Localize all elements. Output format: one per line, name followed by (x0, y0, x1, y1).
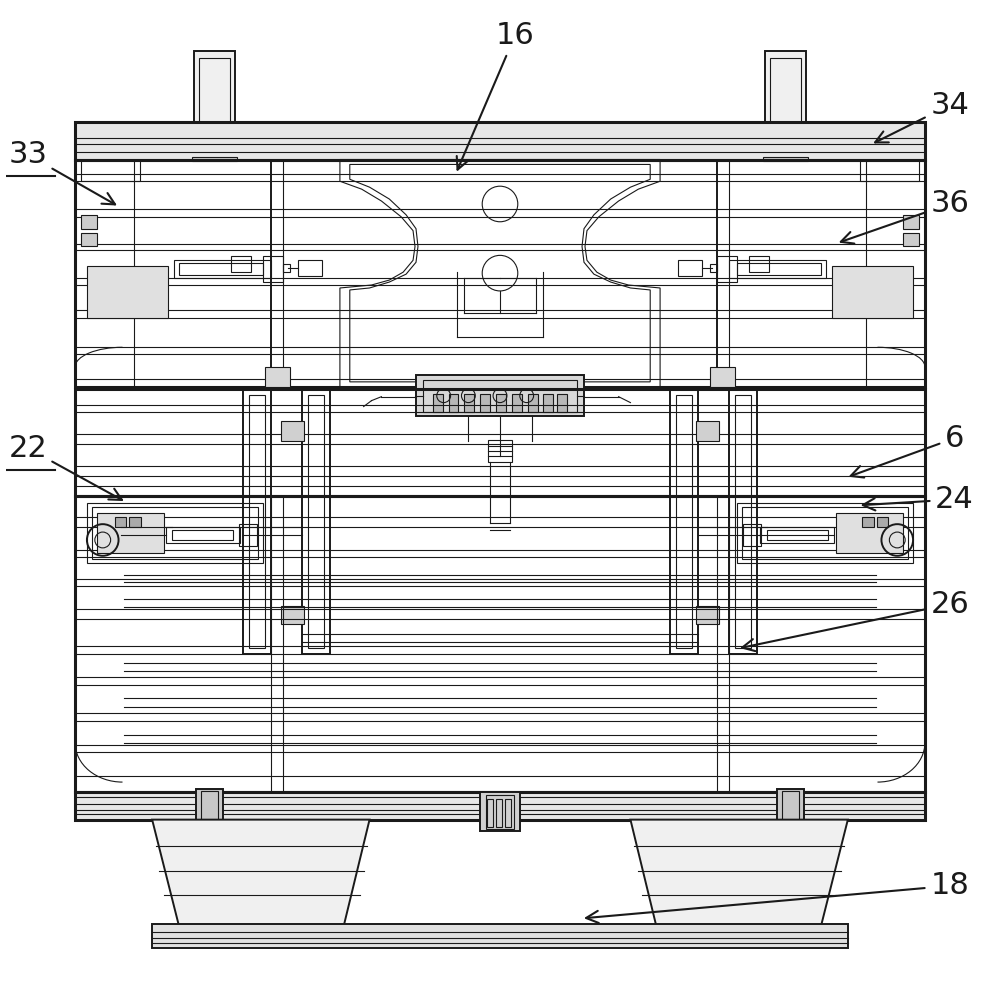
Bar (243, 388, 271, 654)
Bar (308, 394, 324, 648)
Bar (512, 393, 522, 411)
Bar (201, 791, 218, 822)
Bar (87, 267, 168, 318)
Text: 18: 18 (586, 871, 969, 923)
Bar (281, 606, 304, 624)
Bar (777, 789, 804, 824)
Bar (97, 513, 164, 553)
Text: 24: 24 (863, 485, 974, 514)
Polygon shape (630, 820, 848, 926)
Bar (196, 789, 223, 824)
Bar (836, 513, 903, 553)
Bar (416, 375, 584, 416)
Bar (496, 799, 502, 826)
Bar (742, 507, 908, 559)
Text: 16: 16 (457, 22, 534, 169)
Bar (166, 527, 240, 543)
Bar (737, 264, 821, 275)
Bar (760, 527, 834, 543)
Bar (729, 261, 826, 278)
Bar (710, 367, 735, 386)
Bar (152, 925, 848, 948)
Bar (423, 380, 577, 411)
Bar (729, 388, 757, 654)
Text: 36: 36 (841, 189, 969, 244)
Bar (486, 795, 514, 828)
Bar (298, 261, 322, 276)
Bar (832, 267, 913, 318)
Bar (75, 160, 134, 386)
Bar (302, 388, 330, 654)
Bar (81, 215, 97, 229)
Bar (464, 393, 474, 411)
Bar (263, 257, 283, 282)
Bar (676, 394, 692, 648)
Bar (710, 265, 717, 273)
Bar (735, 394, 751, 648)
Bar (192, 157, 237, 162)
Bar (763, 157, 808, 162)
Bar (528, 393, 538, 411)
Bar (670, 388, 698, 654)
Bar (75, 388, 925, 496)
Text: 22: 22 (8, 434, 122, 499)
Bar (249, 394, 265, 648)
Text: 6: 6 (851, 424, 964, 478)
Bar (770, 57, 801, 122)
Bar (696, 606, 719, 624)
Bar (449, 393, 458, 411)
Bar (749, 257, 769, 273)
Bar (75, 160, 925, 386)
Bar (87, 503, 263, 563)
Polygon shape (152, 820, 370, 926)
Bar (765, 51, 806, 125)
Bar (696, 421, 719, 441)
Bar (543, 393, 553, 411)
Bar (75, 122, 925, 160)
Bar (480, 792, 520, 831)
Bar (281, 421, 304, 441)
Bar (239, 524, 257, 546)
Bar (92, 507, 258, 559)
Bar (860, 160, 919, 181)
Bar (81, 160, 140, 181)
Bar (81, 233, 97, 247)
Bar (496, 393, 506, 411)
Bar (737, 503, 913, 563)
Bar (488, 440, 512, 462)
Bar (480, 393, 490, 411)
Bar (767, 530, 828, 540)
Bar (903, 233, 919, 247)
Bar (283, 265, 290, 273)
Bar (179, 264, 263, 275)
Text: 33: 33 (8, 140, 115, 204)
Bar (129, 517, 141, 527)
Text: 26: 26 (742, 590, 969, 651)
Bar (174, 261, 271, 278)
Bar (199, 57, 230, 122)
Bar (75, 496, 925, 792)
Bar (194, 51, 235, 125)
Bar (782, 791, 799, 822)
Bar (505, 799, 511, 826)
Bar (678, 261, 702, 276)
Bar (877, 517, 888, 527)
Bar (557, 393, 567, 411)
Bar (487, 799, 493, 826)
Text: 34: 34 (875, 90, 969, 143)
Bar (862, 517, 874, 527)
Bar (743, 524, 761, 546)
Bar (75, 792, 925, 820)
Bar (433, 393, 443, 411)
Bar (115, 517, 126, 527)
Bar (717, 257, 737, 282)
Bar (265, 367, 290, 386)
Bar (903, 215, 919, 229)
Bar (866, 160, 925, 386)
Bar (172, 530, 233, 540)
Bar (231, 257, 251, 273)
